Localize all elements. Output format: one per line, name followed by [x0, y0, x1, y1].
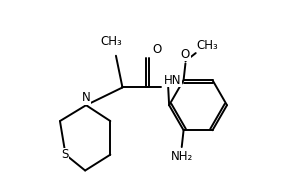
- Text: O: O: [152, 43, 162, 56]
- Text: HN: HN: [164, 74, 181, 86]
- Text: N: N: [82, 91, 90, 104]
- Text: S: S: [61, 148, 68, 161]
- Text: HN: HN: [164, 74, 181, 86]
- Text: O: O: [181, 48, 190, 61]
- Text: CH₃: CH₃: [100, 35, 122, 48]
- Text: CH₃: CH₃: [197, 39, 219, 52]
- Text: NH₂: NH₂: [170, 150, 193, 163]
